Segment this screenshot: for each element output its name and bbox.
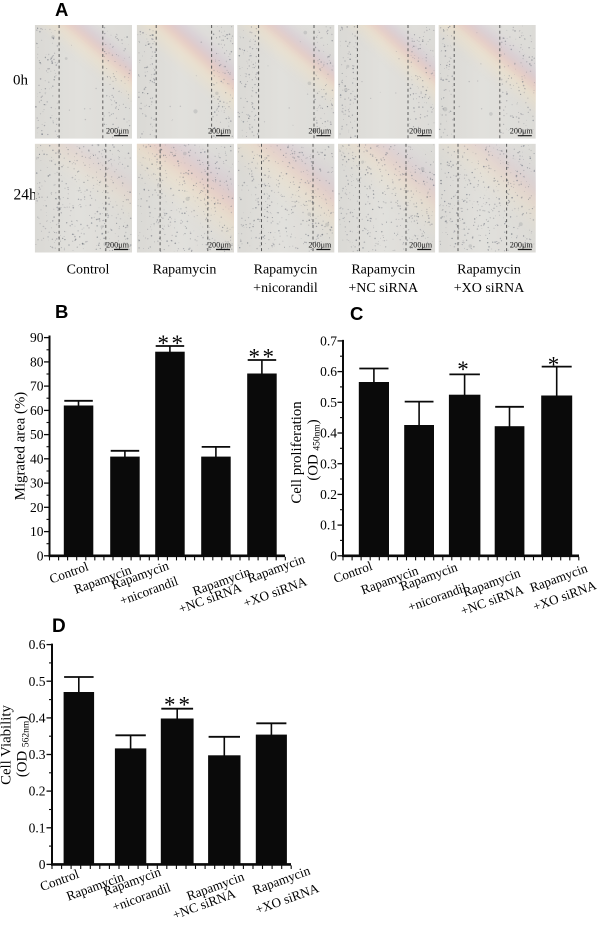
svg-text:30: 30	[30, 476, 44, 491]
svg-text:Control: Control	[67, 263, 110, 278]
svg-text:*: *	[548, 353, 560, 378]
svg-text:200μm: 200μm	[106, 127, 130, 136]
svg-text:200μm: 200μm	[106, 241, 130, 250]
svg-text:Migrated area (%): Migrated area (%)	[13, 392, 29, 501]
svg-text:90: 90	[30, 330, 44, 345]
svg-text:0: 0	[330, 548, 337, 563]
svg-text:*: *	[262, 345, 274, 370]
svg-text:200μm: 200μm	[510, 241, 534, 250]
svg-text:0.6: 0.6	[320, 364, 337, 379]
svg-text:0h: 0h	[13, 73, 29, 89]
svg-text:0.6: 0.6	[29, 637, 46, 652]
svg-text:*: *	[248, 345, 260, 370]
svg-text:0.1: 0.1	[29, 820, 46, 835]
svg-text:Rapamycin: Rapamycin	[457, 263, 521, 278]
svg-text:+nicorandil: +nicorandil	[253, 281, 318, 296]
svg-text:0.1: 0.1	[320, 518, 337, 533]
svg-text:200μm: 200μm	[208, 241, 232, 250]
svg-text:200μm: 200μm	[510, 127, 534, 136]
svg-text:C: C	[350, 303, 363, 324]
svg-text:Cell Viability: Cell Viability	[0, 704, 15, 784]
svg-text:20: 20	[30, 500, 44, 515]
svg-text:D: D	[52, 616, 66, 637]
svg-text:0.5: 0.5	[29, 674, 46, 689]
svg-text:Rapamycin: Rapamycin	[351, 263, 415, 278]
svg-text:24h: 24h	[14, 187, 38, 204]
svg-text:Rapamycin: Rapamycin	[153, 263, 217, 278]
svg-text:0.3: 0.3	[320, 456, 337, 471]
svg-text:0.2: 0.2	[320, 487, 337, 502]
svg-text:80: 80	[30, 355, 44, 370]
svg-text:*: *	[172, 331, 184, 356]
svg-text:10: 10	[30, 524, 44, 539]
svg-text:200μm: 200μm	[208, 127, 232, 136]
svg-text:200μm: 200μm	[409, 241, 433, 250]
svg-text:Rapamycin: Rapamycin	[254, 263, 318, 278]
svg-text:200μm: 200μm	[308, 127, 332, 136]
svg-text:0.7: 0.7	[320, 334, 337, 349]
svg-text:200μm: 200μm	[308, 241, 332, 250]
svg-text:40: 40	[30, 451, 44, 466]
svg-text:0.3: 0.3	[29, 747, 46, 762]
svg-text:0: 0	[39, 857, 46, 872]
svg-text:0.5: 0.5	[320, 395, 337, 410]
svg-text:0.2: 0.2	[29, 784, 46, 799]
svg-text:+NC siRNA: +NC siRNA	[348, 281, 419, 296]
svg-text:*: *	[158, 331, 170, 356]
svg-text:70: 70	[30, 379, 44, 394]
svg-text:*: *	[178, 693, 190, 718]
svg-text:0: 0	[37, 548, 44, 563]
svg-text:0.4: 0.4	[320, 426, 337, 441]
svg-text:*: *	[457, 357, 469, 382]
svg-text:+XO siRNA: +XO siRNA	[454, 281, 525, 296]
svg-text:0.4: 0.4	[29, 711, 46, 726]
svg-text:Cell proliferation: Cell proliferation	[289, 401, 305, 504]
svg-text:B: B	[55, 301, 68, 322]
svg-text:A: A	[55, 0, 68, 20]
svg-text:60: 60	[30, 403, 44, 418]
svg-text:*: *	[164, 693, 176, 718]
svg-text:50: 50	[30, 427, 44, 442]
svg-text:200μm: 200μm	[409, 127, 433, 136]
